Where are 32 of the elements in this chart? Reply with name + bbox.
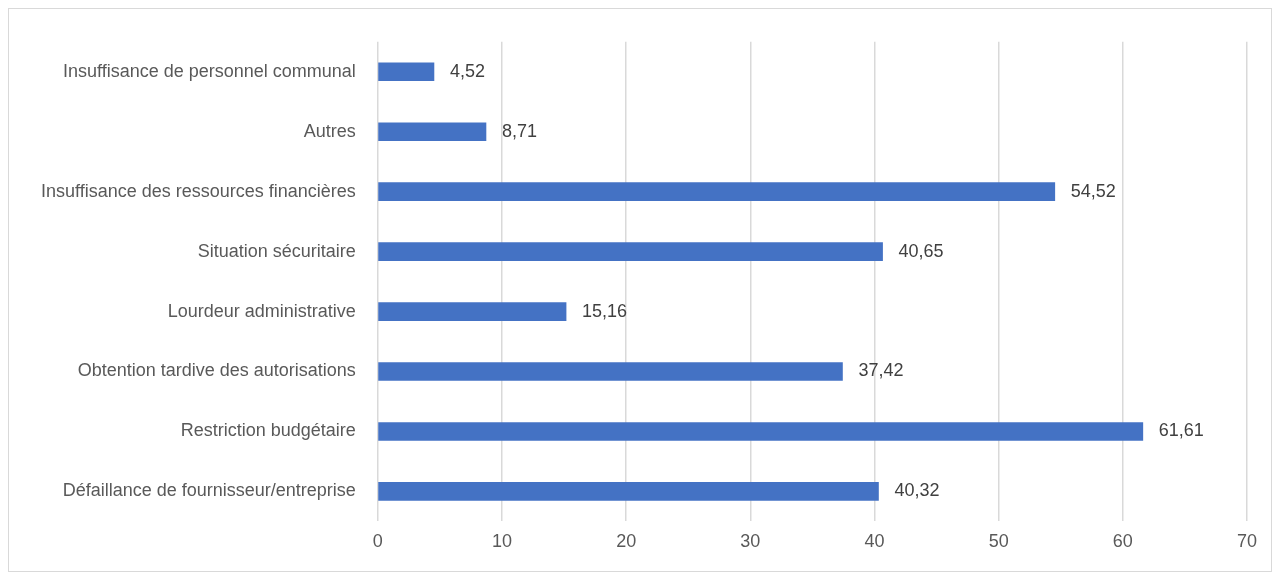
data-label: 37,42 (858, 360, 904, 381)
data-label: 15,16 (582, 300, 628, 321)
x-tick-label: 60 (1112, 531, 1133, 552)
bar (378, 422, 1144, 441)
y-tick-label: Insuffisance de personnel communal (62, 60, 356, 81)
y-tick-label: Lourdeur administrative (167, 300, 356, 321)
x-tick-label: 10 (491, 531, 513, 552)
data-label: 8,71 (501, 120, 538, 141)
y-tick-label: Insuffisance des ressources financières (40, 180, 356, 201)
data-label: 40,65 (898, 240, 944, 261)
bar (378, 302, 567, 321)
x-tick-label: 0 (372, 531, 383, 552)
data-label: 54,52 (1070, 180, 1116, 201)
x-tick-label: 20 (616, 531, 637, 552)
x-tick-label: 50 (988, 531, 1009, 552)
bar (378, 242, 883, 261)
x-tick-label: 70 (1236, 531, 1258, 552)
bar (378, 62, 435, 82)
y-tick-label: Autres (303, 120, 356, 141)
y-tick-label: Défaillance de fournisseur/entreprise (62, 480, 356, 501)
bar (378, 182, 1056, 202)
y-tick-label: Obtention tardive des autorisations (77, 360, 356, 381)
data-label: 61,61 (1158, 420, 1204, 441)
y-tick-label: Restriction budgétaire (180, 420, 356, 441)
data-label: 40,32 (894, 480, 940, 501)
x-tick-label: 30 (740, 531, 761, 552)
y-tick-label: Situation sécuritaire (197, 240, 356, 261)
x-tick-label: 40 (864, 531, 885, 552)
bar (378, 362, 843, 381)
data-label: 4,52 (449, 60, 485, 81)
bar (378, 122, 487, 142)
bar (378, 482, 879, 501)
